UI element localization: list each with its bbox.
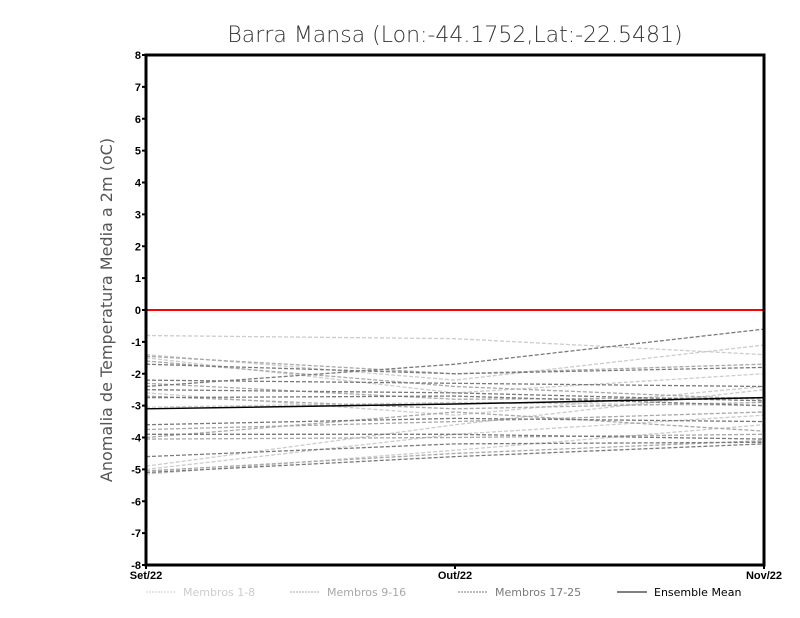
member-line-6 — [145, 389, 765, 467]
y-tick-label: -7 — [131, 528, 141, 540]
y-tick-label: -6 — [131, 496, 141, 508]
y-axis-label: Anomalia de Temperatura Media a 2m (oC) — [97, 138, 116, 482]
member-line-24 — [145, 441, 765, 458]
legend-label-1: Membros 1-8 — [183, 586, 255, 599]
member-line-23 — [146, 433, 765, 440]
y-tick-label: -1 — [131, 337, 141, 349]
y-tick-label: 1 — [135, 273, 141, 285]
member-line-7 — [145, 414, 765, 471]
x-tick-label: Nov/22 — [746, 570, 782, 582]
y-tick-label: -4 — [131, 433, 142, 445]
member-line-21 — [145, 395, 765, 407]
plot-frame — [144, 53, 766, 567]
y-tick-label: -5 — [131, 464, 141, 476]
legend-label-2: Membros 9-16 — [327, 586, 406, 599]
member-line-11 — [145, 382, 765, 400]
member-line-16 — [145, 433, 765, 440]
x-tick-label: Out/22 — [438, 570, 472, 582]
member-line-18 — [145, 363, 765, 375]
member-line-22 — [145, 417, 765, 426]
member-line-12 — [145, 395, 765, 410]
member-line-20 — [145, 389, 765, 402]
chart-title: Barra Mansa (Lon:-44.1752,Lat:-22.5481) — [227, 23, 682, 48]
y-tick-label: -8 — [131, 560, 141, 572]
member-line-17 — [145, 328, 765, 388]
y-tick-label: 7 — [135, 82, 141, 94]
y-tick-label: 2 — [135, 241, 141, 253]
y-tick-label: 0 — [135, 305, 141, 317]
y-tick-label: 4 — [135, 178, 142, 190]
member-line-25 — [145, 443, 765, 474]
member-line-10 — [145, 360, 765, 400]
member-line-9 — [145, 355, 765, 375]
ensemble-mean-line — [145, 396, 765, 410]
member-line-5 — [145, 401, 765, 408]
member-line-15 — [145, 440, 765, 472]
y-tick-label: 6 — [135, 114, 141, 126]
y-tick-label: -3 — [131, 401, 141, 413]
legend-label-3: Membros 17-25 — [495, 586, 581, 599]
member-line-8 — [145, 424, 765, 475]
member-line-1 — [145, 334, 765, 356]
member-line-2 — [145, 344, 765, 381]
member-line-14 — [145, 411, 765, 439]
member-line-19 — [145, 379, 765, 388]
y-tick-label: 5 — [135, 146, 141, 158]
y-tick-label: 3 — [135, 209, 141, 221]
member-line-13 — [145, 411, 765, 431]
x-tick-label: Set/22 — [130, 570, 162, 582]
legend-label-4: Ensemble Mean — [654, 586, 741, 599]
y-tick-label: 8 — [135, 50, 141, 62]
y-tick-label: -2 — [131, 369, 141, 381]
